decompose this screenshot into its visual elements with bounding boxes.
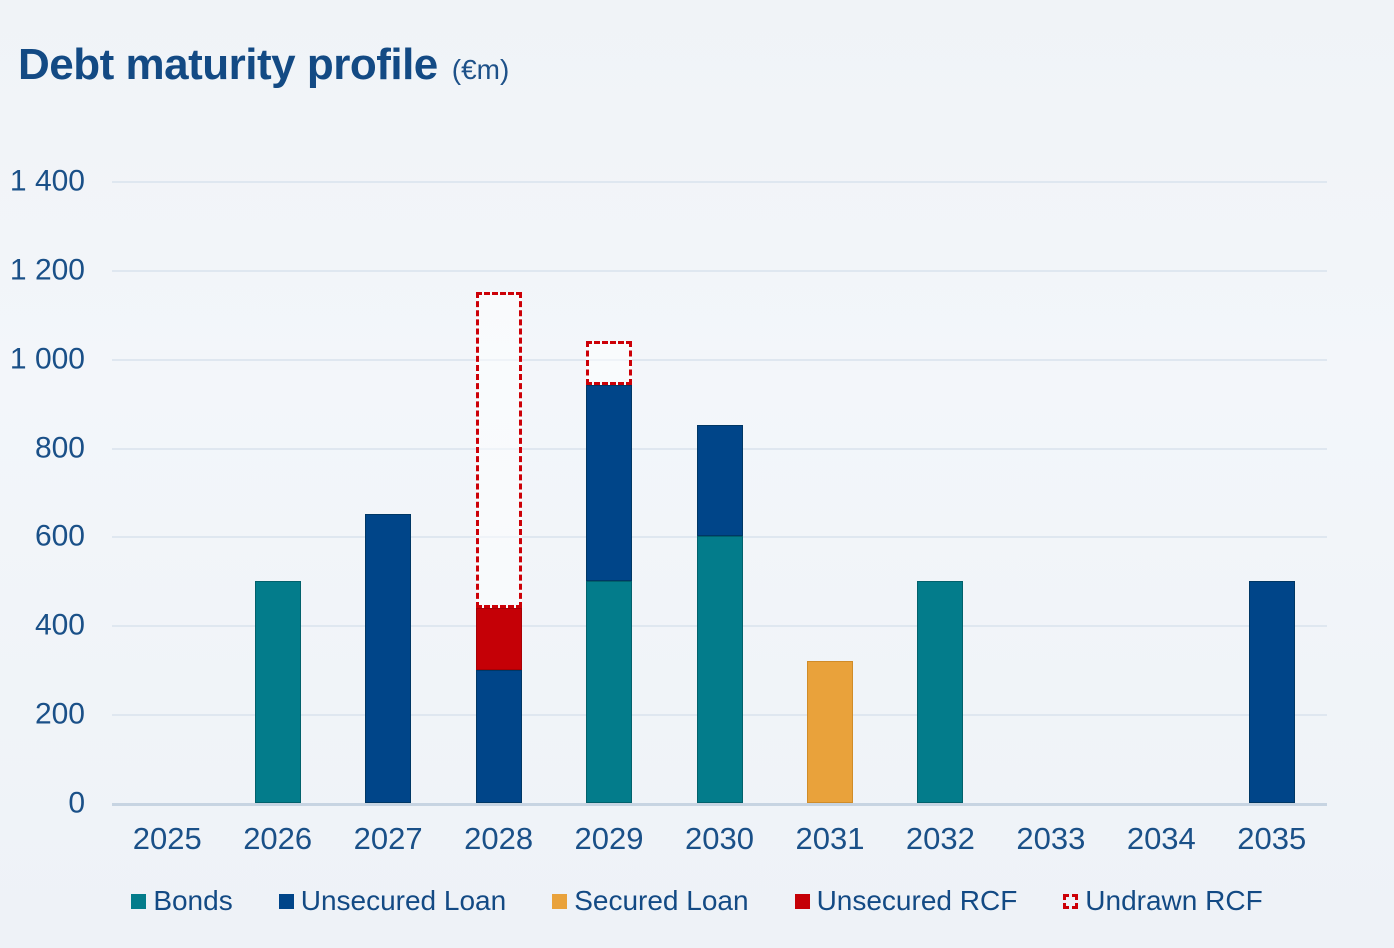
y-axis-tick-label: 1 400	[9, 164, 85, 198]
bar-column-2027	[365, 514, 412, 803]
bar-column-2035	[1248, 580, 1295, 803]
legend-label: Undrawn RCF	[1085, 885, 1263, 916]
legend-label: Secured Loan	[574, 885, 749, 916]
gridline	[112, 358, 1327, 361]
y-axis-tick-label: 600	[34, 519, 85, 553]
legend-label: Bonds	[153, 885, 233, 916]
x-axis-tick-label: 2034	[1126, 821, 1196, 856]
bar-segment-unsecured-loan	[696, 425, 743, 537]
x-axis-tick-label: 2029	[574, 821, 644, 856]
bar-segment-undrawn-rcf	[586, 340, 633, 386]
bar-segment-unsecured-loan	[475, 669, 522, 803]
gridline	[112, 181, 1327, 183]
legend-item-undrawn-rcf: Undrawn RCF	[1063, 885, 1263, 917]
legend-swatch-icon	[552, 893, 568, 909]
legend-swatch-icon	[278, 893, 294, 909]
x-axis-line	[112, 803, 1327, 806]
bar-column-2031	[806, 660, 853, 803]
gridline	[112, 269, 1327, 272]
x-axis-tick-label: 2035	[1237, 821, 1307, 856]
legend-item-secured-loan: Secured Loan	[552, 885, 749, 917]
x-axis-tick-label: 2028	[464, 821, 534, 856]
bar-column-2032	[917, 580, 964, 803]
legend-swatch-icon	[794, 893, 810, 909]
chart-title: Debt maturity profile	[18, 40, 438, 89]
bar-segment-undrawn-rcf	[475, 292, 522, 608]
plot-area: 0 200 400 600 800 1 000 1 200 1 400 2025 2026 2027…	[10, 164, 1327, 856]
legend: Bonds Unsecured Loan Secured Loan Unsecured…	[0, 885, 1394, 917]
legend-swatch-icon	[1063, 893, 1079, 909]
x-axis-tick-label: 2032	[905, 821, 975, 856]
y-axis-tick-label: 400	[34, 608, 85, 642]
legend-label: Unsecured Loan	[300, 885, 507, 916]
bar-segment-unsecured-loan	[586, 385, 633, 581]
x-axis-tick-label: 2027	[353, 821, 423, 856]
bar-segment-unsecured-loan	[1248, 580, 1295, 803]
x-axis-tick-label: 2026	[243, 821, 313, 856]
legend-item-unsecured-loan: Unsecured Loan	[278, 885, 507, 917]
bar-segment-bonds	[254, 580, 301, 803]
bar-segment-unsecured-loan	[365, 514, 412, 803]
legend-label: Unsecured RCF	[816, 885, 1018, 916]
bar-segment-bonds	[917, 580, 964, 803]
y-axis-tick-label: 800	[34, 430, 85, 464]
legend-item-bonds: Bonds	[131, 885, 233, 917]
x-axis-tick-label: 2033	[1016, 821, 1086, 856]
x-axis-tick-label: 2031	[795, 821, 865, 856]
x-axis-tick-label: 2030	[685, 821, 754, 856]
bar-column-2029	[586, 340, 633, 803]
bar-segment-bonds	[586, 580, 633, 803]
y-axis-tick-label: 1 200	[9, 253, 85, 287]
bar-column-2026	[254, 580, 301, 803]
y-axis-tick-label: 0	[68, 786, 85, 820]
legend-swatch-icon	[131, 893, 147, 909]
y-axis-tick-label: 200	[34, 697, 85, 731]
y-axis-tick-label: 1 000	[9, 342, 85, 376]
bar-column-2030	[696, 425, 743, 803]
bar-segment-secured-loan	[806, 660, 853, 803]
chart-header: Debt maturity profile (€m)	[18, 40, 509, 90]
chart-title-unit: (€m)	[451, 54, 510, 85]
bar-segment-unsecured-rcf	[475, 607, 522, 670]
bar-column-2028	[475, 292, 522, 803]
x-axis-tick-label: 2025	[132, 821, 202, 856]
bar-segment-bonds	[696, 536, 743, 803]
legend-item-unsecured-rcf: Unsecured RCF	[794, 885, 1018, 917]
